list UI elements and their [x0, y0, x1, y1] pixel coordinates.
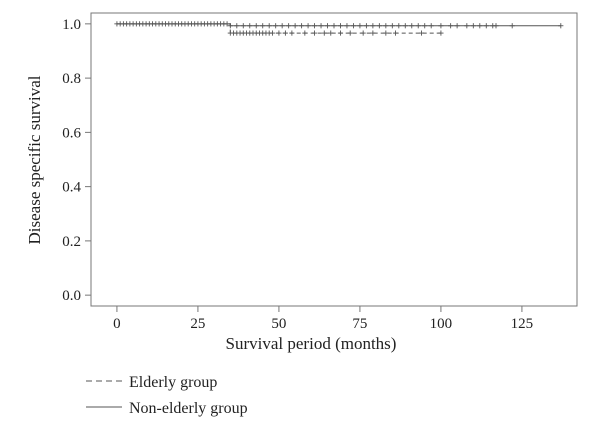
non-elderly-group-censor-mark — [422, 23, 428, 29]
y-axis: 0.0 0.2 0.4 0.6 0.8 1.0 — [62, 17, 91, 304]
non-elderly-group-censor-mark — [311, 23, 318, 29]
y-tick-label: 1.0 — [62, 17, 81, 33]
elderly-group-censor-mark — [289, 30, 295, 36]
y-axis-label: Disease specific survival — [25, 75, 44, 244]
non-elderly-group-censor-mark — [376, 23, 382, 29]
y-tick-label: 0.0 — [62, 288, 81, 304]
y-tick-label: 0.6 — [62, 125, 81, 141]
non-elderly-group-censor-mark — [344, 23, 350, 29]
x-tick-label: 100 — [430, 316, 453, 332]
elderly-group-censor-mark — [418, 30, 425, 36]
x-axis-label: Survival period (months) — [226, 334, 397, 353]
elderly-group-censor-mark — [392, 30, 399, 36]
non-elderly-group-censor-mark — [493, 23, 499, 29]
non-elderly-group-censor-mark — [337, 23, 344, 29]
non-elderly-group-censor-mark — [415, 23, 421, 29]
non-elderly-group-censor-mark — [363, 23, 369, 29]
non-elderly-group-censor-mark — [286, 23, 292, 29]
x-tick-label: 125 — [511, 316, 534, 332]
non-elderly-group-censor-mark — [266, 23, 272, 29]
elderly-group-legend-label: Elderly group — [129, 374, 217, 391]
non-elderly-group-censor-mark — [448, 23, 454, 29]
x-tick-label: 0 — [113, 316, 121, 332]
elderly-group-censor-mark — [383, 30, 389, 36]
non-elderly-group-censor-mark — [389, 23, 395, 29]
non-elderly-group-censor-mark — [227, 23, 233, 29]
non-elderly-group-censor-mark — [428, 23, 434, 29]
elderly-group-censor-mark — [269, 30, 276, 36]
plot-frame — [90, 12, 578, 307]
non-elderly-group-censor-mark — [279, 23, 285, 29]
elderly-group-censor-mark — [311, 30, 318, 36]
y-tick-label: 0.2 — [62, 234, 81, 250]
non-elderly-group-censor-mark — [396, 23, 402, 29]
elderly-group-censor-mark — [360, 30, 366, 36]
non-elderly-group-censor-mark — [299, 23, 305, 29]
non-elderly-group-censor-mark — [260, 23, 266, 29]
non-elderly-group-censor-mark — [324, 23, 331, 29]
non-elderly-group-censor-mark — [483, 23, 489, 29]
x-tick-label: 25 — [190, 316, 205, 332]
non-elderly-group-censor-mark — [318, 23, 324, 29]
non-elderly-group-censor-mark — [509, 23, 515, 29]
elderly-group-censor-mark — [337, 30, 344, 36]
elderly-group-censor-mark — [370, 30, 376, 36]
non-elderly-group-censor-mark — [464, 23, 470, 29]
elderly-group-censor-mark — [347, 30, 353, 36]
elderly-group-censor-mark — [276, 30, 282, 36]
non-elderly-group-censor-mark — [331, 23, 337, 29]
non-elderly-group-censor-mark — [350, 23, 357, 29]
non-elderly-group-censor-mark — [370, 23, 376, 29]
non-elderly-group-censor-mark — [558, 23, 564, 29]
non-elderly-group-censor-mark — [438, 23, 444, 29]
non-elderly-group-censor-mark — [470, 23, 476, 29]
non-elderly-group-censor-mark — [383, 23, 389, 29]
non-elderly-group-censor-mark — [292, 23, 298, 29]
non-elderly-group-legend-label: Non-elderly group — [129, 400, 248, 417]
non-elderly-group-censor-mark — [409, 23, 415, 29]
non-elderly-group-censor-mark — [253, 23, 259, 29]
x-axis: 0 25 50 75 100 125 — [113, 306, 533, 332]
series-layer — [114, 21, 564, 36]
y-tick-label: 0.8 — [62, 71, 81, 87]
elderly-group-censor-mark — [302, 30, 308, 36]
non-elderly-group-censor-mark — [454, 23, 460, 29]
non-elderly-group-censor-mark — [247, 23, 253, 29]
elderly-group-censor-mark — [282, 30, 288, 36]
elderly-group-censor-mark — [328, 30, 334, 36]
non-elderly-group-censor-mark — [224, 21, 230, 27]
elderly-group-censor-mark — [438, 30, 444, 36]
non-elderly-group-censor-mark — [357, 23, 363, 29]
non-elderly-group-censor-mark — [240, 23, 246, 29]
x-tick-label: 75 — [352, 316, 367, 332]
x-tick-label: 50 — [271, 316, 286, 332]
non-elderly-group-censor-mark — [305, 23, 311, 29]
non-elderly-group-censor-mark — [477, 23, 483, 29]
non-elderly-group-censor-mark — [234, 23, 240, 29]
elderly-group-censor-mark — [321, 30, 327, 36]
non-elderly-group-censor-mark — [402, 23, 408, 29]
legend: Elderly group Non-elderly group — [86, 374, 248, 417]
y-tick-label: 0.4 — [62, 180, 81, 196]
non-elderly-group-censor-mark — [273, 23, 279, 29]
